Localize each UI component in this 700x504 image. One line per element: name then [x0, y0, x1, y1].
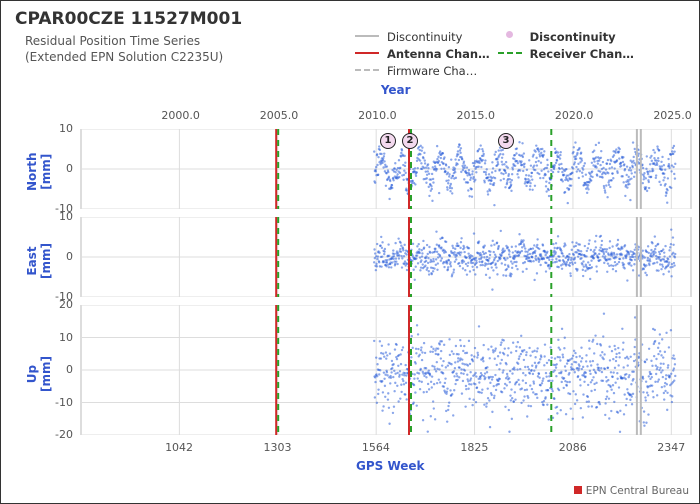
subtitle-line1: Residual Position Time Series: [25, 34, 200, 48]
footer: EPN Central Bureau: [574, 485, 689, 497]
bottom-tick: 2086: [559, 441, 587, 454]
ylabel-east: East[mm]: [25, 243, 53, 279]
top-tick: 2000.0: [161, 109, 200, 122]
marker-2: 2: [402, 133, 418, 149]
legend: DiscontinuityDiscontinuityAntenna Chan…R…: [351, 29, 638, 80]
top-tick: 2005.0: [260, 109, 299, 122]
top-axis-label: Year: [381, 83, 411, 97]
legend-label: Firmware Cha…: [383, 63, 494, 80]
top-tick: 2015.0: [457, 109, 496, 122]
top-tick: 2025.0: [653, 109, 692, 122]
bottom-tick: 2347: [657, 441, 685, 454]
legend-label: Receiver Chan…: [526, 46, 638, 63]
bottom-tick: 1564: [362, 441, 390, 454]
y-tick: -10: [43, 396, 73, 409]
panel-up: [1, 305, 700, 435]
top-tick: 2010.0: [358, 109, 397, 122]
bottom-tick: 1303: [264, 441, 292, 454]
subtitle-line2: (Extended EPN Solution C2235U): [25, 50, 223, 64]
y-tick: 10: [43, 210, 73, 223]
footer-text: EPN Central Bureau: [586, 485, 689, 497]
ylabel-up: Up[mm]: [25, 356, 53, 392]
y-tick: 20: [43, 298, 73, 311]
top-tick: 2020.0: [555, 109, 594, 122]
y-tick: 10: [43, 122, 73, 135]
chart-frame: CPAR00CZE 11527M001 Residual Position Ti…: [0, 0, 700, 504]
chart-subtitle: Residual Position Time Series (Extended …: [25, 33, 223, 65]
panel-east: [1, 217, 700, 297]
marker-3: 3: [498, 133, 514, 149]
y-tick: -20: [43, 428, 73, 441]
legend-label: Discontinuity: [383, 29, 494, 46]
bottom-tick: 1042: [165, 441, 193, 454]
bottom-tick: 1825: [460, 441, 488, 454]
chart-title: CPAR00CZE 11527M001: [15, 9, 242, 29]
footer-icon: [574, 486, 582, 494]
y-tick: 10: [43, 331, 73, 344]
legend-label: Antenna Chan…: [383, 46, 494, 63]
panel-north: [1, 129, 700, 209]
bottom-axis-label: GPS Week: [356, 459, 425, 473]
marker-1: 1: [380, 133, 396, 149]
ylabel-north: North[mm]: [25, 153, 53, 191]
legend-label: Discontinuity: [526, 29, 638, 46]
